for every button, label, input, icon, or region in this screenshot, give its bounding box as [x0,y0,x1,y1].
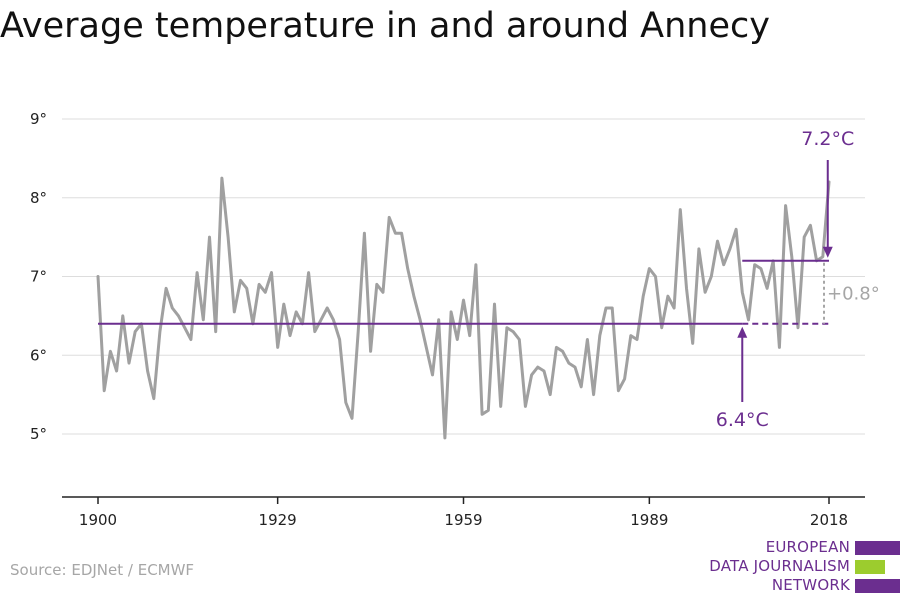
x-axis-ticks: 1900 1929 1959 1989 2018 [79,497,848,529]
recent-label: 7.2°C [801,128,854,150]
x-tick-label: 1929 [259,511,297,529]
edjnet-logo: EUROPEAN DATA JOURNALISM NETWORK [700,538,900,596]
delta-label: +0.8° [827,283,880,304]
chart-title: Average temperature in and around Annecy [0,6,770,46]
series [96,176,831,440]
annotations: 6.4°C 7.2°C +0.8° [98,128,880,431]
y-tick-label: 7° [30,268,47,286]
y-tick-label: 5° [30,425,47,443]
source-note: Source: EDJNet / ECMWF [10,561,195,579]
x-tick-label: 2018 [810,511,848,529]
logo-line-1: EUROPEAN [765,538,850,556]
y-tick-label: 8° [30,189,47,207]
temperature-line [96,176,831,440]
baseline-arrow-head [737,326,748,338]
x-tick-label: 1900 [79,511,117,529]
gridlines [62,118,865,435]
x-tick-label: 1989 [630,511,668,529]
recent-arrow-head [822,246,833,258]
y-axis-ticks: 5° 6° 7° 8° 9° [30,110,47,443]
y-tick-label: 6° [30,346,47,364]
x-tick-label: 1959 [444,511,482,529]
logo-line-2: DATA JOURNALISM [709,557,850,575]
y-tick-label: 9° [30,110,47,128]
logo-bar-1 [855,541,900,555]
logo-bar-2 [855,560,885,574]
logo-bar-3 [855,579,900,593]
logo-line-3: NETWORK [771,576,850,594]
baseline-label: 6.4°C [716,409,769,431]
